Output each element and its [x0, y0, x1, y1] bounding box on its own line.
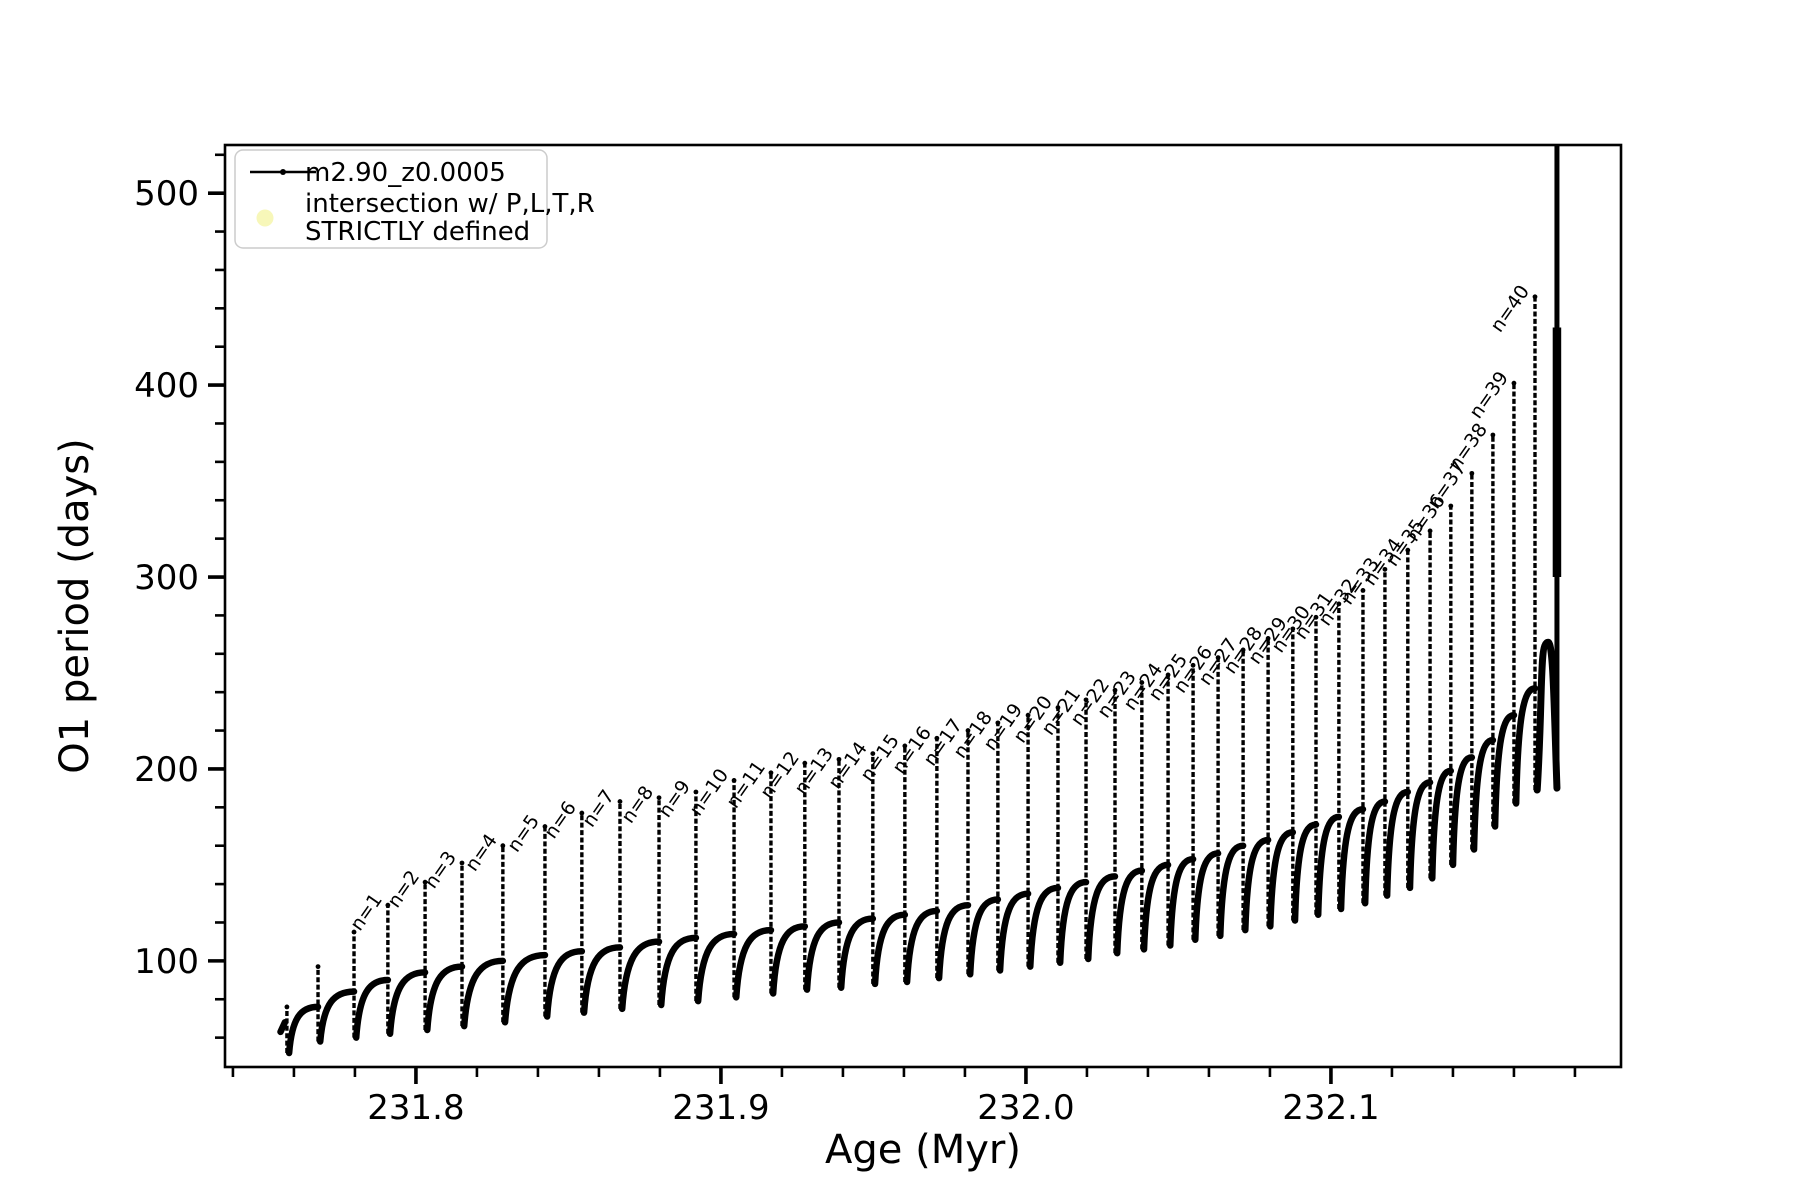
legend-intersection-label-line1: intersection w/ P,L,T,R	[305, 189, 595, 219]
pulse-peak-dot-n16	[934, 735, 940, 741]
pulse-label-n9: n=9	[654, 776, 695, 821]
pulse-peak-dot-n11	[768, 770, 774, 776]
y-tick-label: 500	[134, 174, 199, 214]
pulse-peak-dot-n4	[500, 843, 506, 849]
pulse-peak-dot-n23	[1139, 680, 1145, 685]
pulse-peak-dot-n22	[1112, 687, 1118, 693]
pulse-peak-dot-n25	[1190, 662, 1196, 668]
y-tick-label: 300	[134, 558, 199, 598]
y-tick-label: 100	[134, 942, 199, 982]
pulse-peak-dot-n17	[965, 728, 971, 733]
pulse-peak-dot-n30	[1313, 614, 1319, 620]
pulse-peak-dot-n8	[656, 795, 662, 801]
axes-spines	[223, 143, 1623, 1069]
pulse-peak-dot-n31	[1336, 601, 1342, 607]
pulse-peak-dot-n20	[1055, 705, 1061, 710]
pre-pulse-peak-dot	[315, 964, 321, 970]
x-tick-label: 232.1	[1282, 1088, 1379, 1128]
pulse-peak-dot-n14	[870, 751, 876, 756]
y-axis-label: O1 period (days)	[52, 438, 98, 773]
pulse-label-n38: n=38	[1444, 419, 1492, 474]
pulse-peak-dot-n27	[1240, 647, 1246, 653]
pre-pulse-peak-dot	[284, 1004, 290, 1010]
pulse-peak-dot-n24	[1165, 672, 1171, 678]
legend-intersection-marker	[256, 209, 274, 227]
x-tick-label: 231.9	[672, 1088, 769, 1128]
pulse-label-n1: n=1	[346, 889, 387, 934]
y-tick-label: 400	[134, 366, 199, 406]
legend-line-marker-dot	[280, 169, 286, 175]
x-tick-label: 231.8	[367, 1088, 464, 1128]
pulse-peak-dot-n18	[995, 720, 1001, 726]
pulse-peak-dot-n9	[693, 789, 699, 795]
pulse-peak-dot-n35	[1427, 528, 1433, 534]
pulse-peak-dot-n6	[579, 810, 585, 816]
pulse-peak-dot-n34	[1405, 547, 1411, 553]
plot-area: 231.8 231.9 232.0 232.1 100 200 300 400 500 n=1 n=…	[134, 143, 1623, 1128]
pulse-peak-dot-n28	[1265, 636, 1271, 641]
pulse-peak-dot-n33	[1382, 566, 1388, 572]
pulse-label-n5: n=5	[503, 811, 544, 856]
pulse-label-n40: n=40	[1486, 281, 1534, 336]
pulse-label-n8: n=8	[617, 782, 658, 827]
pulse-peak-dot-n1	[385, 902, 391, 908]
pulse-peak-dot-n12	[802, 760, 808, 766]
pulse-peak-dot-n29	[1290, 626, 1296, 632]
data-series	[277, 145, 1562, 1057]
legend-box	[234, 149, 548, 249]
y-tick-label: 200	[134, 750, 199, 790]
pulse-peak-dot-n38	[1490, 432, 1496, 438]
final-hump-curve	[1533, 638, 1561, 794]
legend-intersection-label-line2: STRICTLY defined	[305, 217, 530, 247]
baseline-curve	[277, 685, 1539, 1057]
pulse-peak-dot-n32	[1360, 588, 1366, 593]
pulse-label-n7: n=7	[578, 786, 619, 831]
pulse-label-n4: n=4	[461, 830, 502, 875]
pulse-peak-dot-n26	[1215, 655, 1221, 661]
pulse-peak-dot-n19	[1025, 712, 1031, 718]
pulse-peak-dot-n37	[1469, 470, 1475, 476]
legend: m2.90_z0.0005 intersection w/ P,L,T,R ST…	[234, 149, 595, 249]
pulse-peak-dot-n7	[617, 799, 623, 804]
pre-pulse-peak-dot	[351, 929, 357, 935]
legend-series-label: m2.90_z0.0005	[305, 158, 506, 188]
pulse-peak-dot-n36	[1448, 503, 1454, 509]
x-axis-label: Age (Myr)	[825, 1127, 1021, 1173]
pulse-peak-dot-n5	[542, 824, 548, 829]
pulse-peak-dot-n15	[902, 743, 908, 749]
pulse-peak-dot-n2	[422, 879, 428, 885]
pulse-peak-dot-n39	[1511, 380, 1517, 386]
pulse-peak-dot-n10	[731, 778, 737, 783]
pulse-peak-dot-n13	[836, 756, 842, 762]
pulse-peak-dot-n40	[1532, 294, 1538, 300]
pulse-peak-dot-n3	[459, 860, 465, 866]
x-tick-label: 232.0	[977, 1088, 1074, 1128]
pulse-peak-dot-n21	[1083, 697, 1089, 703]
pulse-label-n39: n=39	[1465, 367, 1513, 422]
